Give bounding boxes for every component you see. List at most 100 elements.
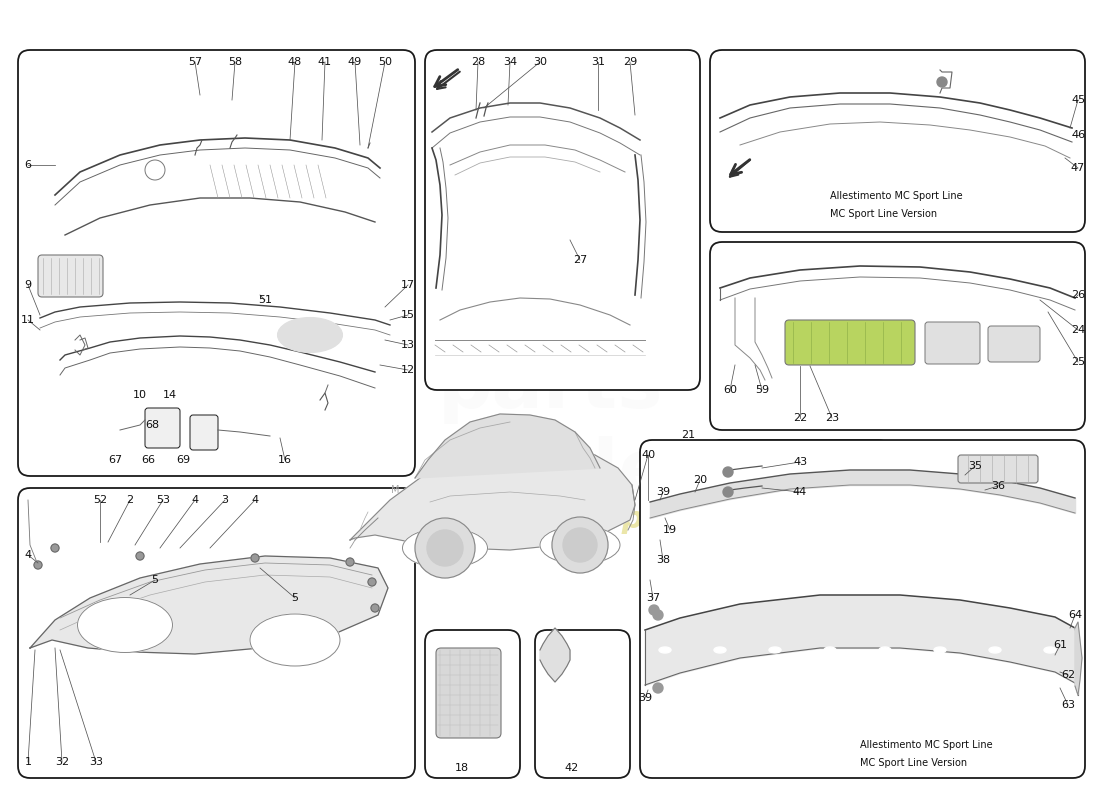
Circle shape bbox=[251, 554, 258, 562]
Text: 47: 47 bbox=[1071, 163, 1085, 173]
Ellipse shape bbox=[659, 647, 671, 653]
Circle shape bbox=[371, 604, 380, 612]
Circle shape bbox=[427, 530, 463, 566]
Text: 61: 61 bbox=[1053, 640, 1067, 650]
Circle shape bbox=[552, 517, 608, 573]
Text: MC Sport Line Version: MC Sport Line Version bbox=[860, 758, 967, 768]
FancyBboxPatch shape bbox=[925, 322, 980, 364]
Text: 12: 12 bbox=[400, 365, 415, 375]
Circle shape bbox=[653, 683, 663, 693]
Text: 26: 26 bbox=[1071, 290, 1085, 300]
Text: 2: 2 bbox=[126, 495, 133, 505]
Circle shape bbox=[723, 467, 733, 477]
Text: 10: 10 bbox=[133, 390, 147, 400]
FancyBboxPatch shape bbox=[958, 455, 1038, 483]
Circle shape bbox=[723, 487, 733, 497]
Circle shape bbox=[346, 558, 354, 566]
Ellipse shape bbox=[714, 647, 726, 653]
Text: 15: 15 bbox=[402, 310, 415, 320]
Text: parts
guide: parts guide bbox=[429, 350, 671, 510]
FancyBboxPatch shape bbox=[425, 50, 700, 390]
Ellipse shape bbox=[879, 647, 891, 653]
Text: 51: 51 bbox=[258, 295, 272, 305]
Text: 20: 20 bbox=[693, 475, 707, 485]
Text: 40: 40 bbox=[641, 450, 656, 460]
Text: 4: 4 bbox=[252, 495, 258, 505]
Text: 35: 35 bbox=[968, 461, 982, 471]
Text: 25: 25 bbox=[1071, 357, 1085, 367]
Text: 58: 58 bbox=[228, 57, 242, 67]
Ellipse shape bbox=[769, 647, 781, 653]
Circle shape bbox=[937, 77, 947, 87]
Text: 19: 19 bbox=[663, 525, 678, 535]
Circle shape bbox=[563, 528, 597, 562]
Text: 32: 32 bbox=[55, 757, 69, 767]
Text: 21: 21 bbox=[681, 430, 695, 440]
Text: 50: 50 bbox=[378, 57, 392, 67]
FancyBboxPatch shape bbox=[710, 50, 1085, 232]
Text: 60: 60 bbox=[723, 385, 737, 395]
Polygon shape bbox=[350, 445, 635, 550]
FancyBboxPatch shape bbox=[988, 326, 1040, 362]
Text: Allestimento MC Sport Line: Allestimento MC Sport Line bbox=[860, 740, 992, 750]
Text: 4: 4 bbox=[191, 495, 199, 505]
Text: 13: 13 bbox=[402, 340, 415, 350]
Text: MC Sport Line Version: MC Sport Line Version bbox=[830, 209, 937, 219]
FancyBboxPatch shape bbox=[436, 648, 500, 738]
Text: 41: 41 bbox=[318, 57, 332, 67]
Text: Allestimento MC Sport Line: Allestimento MC Sport Line bbox=[830, 191, 962, 201]
Polygon shape bbox=[415, 414, 600, 478]
Text: 17: 17 bbox=[400, 280, 415, 290]
Circle shape bbox=[649, 605, 659, 615]
Text: 59: 59 bbox=[755, 385, 769, 395]
Text: a passion for parts: a passion for parts bbox=[388, 506, 712, 534]
Text: 46: 46 bbox=[1071, 130, 1085, 140]
Text: 23: 23 bbox=[825, 413, 839, 423]
FancyBboxPatch shape bbox=[425, 630, 520, 778]
Text: 39: 39 bbox=[638, 693, 652, 703]
Polygon shape bbox=[540, 628, 570, 682]
Text: 6: 6 bbox=[24, 160, 32, 170]
Circle shape bbox=[368, 578, 376, 586]
FancyBboxPatch shape bbox=[535, 630, 630, 778]
Text: 31: 31 bbox=[591, 57, 605, 67]
Text: 49: 49 bbox=[348, 57, 362, 67]
Circle shape bbox=[415, 518, 475, 578]
Text: 18: 18 bbox=[455, 763, 469, 773]
Text: 11: 11 bbox=[21, 315, 35, 325]
FancyBboxPatch shape bbox=[39, 255, 103, 297]
Text: 43: 43 bbox=[793, 457, 807, 467]
Circle shape bbox=[136, 552, 144, 560]
Text: 3: 3 bbox=[221, 495, 229, 505]
Text: 44: 44 bbox=[793, 487, 807, 497]
Text: 52: 52 bbox=[92, 495, 107, 505]
Text: 45: 45 bbox=[1071, 95, 1085, 105]
Text: 39: 39 bbox=[656, 487, 670, 497]
Text: 5: 5 bbox=[292, 593, 298, 603]
Text: 33: 33 bbox=[89, 757, 103, 767]
Text: 28: 28 bbox=[471, 57, 485, 67]
Text: 38: 38 bbox=[656, 555, 670, 565]
FancyBboxPatch shape bbox=[785, 320, 915, 365]
Polygon shape bbox=[1075, 622, 1082, 695]
Ellipse shape bbox=[1044, 647, 1056, 653]
Text: 48: 48 bbox=[288, 57, 302, 67]
Ellipse shape bbox=[824, 647, 836, 653]
Ellipse shape bbox=[403, 528, 487, 568]
Text: 42: 42 bbox=[565, 763, 579, 773]
Text: 27: 27 bbox=[573, 255, 587, 265]
Text: 4: 4 bbox=[24, 550, 32, 560]
FancyBboxPatch shape bbox=[18, 488, 415, 778]
FancyBboxPatch shape bbox=[190, 415, 218, 450]
Text: 64: 64 bbox=[1068, 610, 1082, 620]
Text: 67: 67 bbox=[108, 455, 122, 465]
FancyBboxPatch shape bbox=[710, 242, 1085, 430]
Circle shape bbox=[653, 610, 663, 620]
Text: 9: 9 bbox=[24, 280, 32, 290]
FancyBboxPatch shape bbox=[18, 50, 415, 476]
Ellipse shape bbox=[989, 647, 1001, 653]
Ellipse shape bbox=[540, 526, 620, 564]
Polygon shape bbox=[30, 556, 388, 654]
FancyBboxPatch shape bbox=[640, 440, 1085, 778]
Text: 24: 24 bbox=[1071, 325, 1085, 335]
